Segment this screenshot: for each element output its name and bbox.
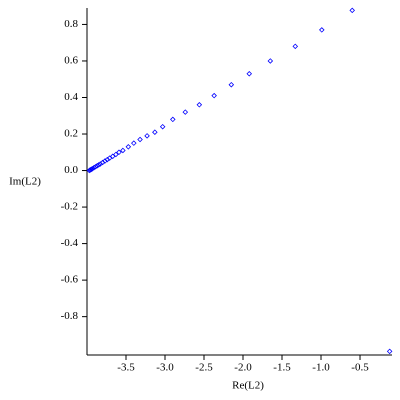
x-axis-label: Re(L2) (232, 380, 264, 392)
y-tick-label: 0.0 (64, 164, 78, 176)
point (113, 151, 119, 158)
y-tick-label: 0.6 (64, 54, 78, 66)
y-tick-label: 0.8 (64, 18, 78, 30)
point (86, 167, 93, 174)
x-tick-label: -2.0 (234, 362, 252, 374)
x-tick-label: -1.5 (273, 362, 291, 374)
point (109, 153, 116, 160)
point (267, 58, 274, 64)
point (99, 159, 106, 166)
point (144, 133, 150, 139)
point (137, 136, 143, 143)
point (102, 158, 108, 164)
point (170, 116, 176, 123)
point (319, 27, 325, 33)
x-tick-label: -1.0 (312, 362, 330, 374)
y-tick-label: -0.8 (61, 310, 79, 322)
y-tick-label: -0.4 (61, 237, 79, 249)
point (211, 92, 217, 99)
point (131, 140, 137, 146)
y-tick-label: -0.2 (61, 201, 78, 213)
y-tick-label: 0.2 (64, 128, 78, 140)
point (228, 81, 235, 88)
point (104, 156, 111, 163)
point (152, 129, 158, 135)
point (182, 109, 189, 115)
point (159, 123, 166, 130)
point (106, 155, 113, 161)
point (292, 43, 299, 50)
x-tick-label: -3.5 (117, 362, 135, 374)
y-axis-label: Im(L2) (9, 176, 41, 188)
point (386, 348, 393, 355)
y-tick-label: -0.6 (61, 274, 79, 286)
point (246, 70, 253, 77)
point (349, 7, 355, 14)
point (120, 147, 126, 154)
y-tick-label: 0.4 (64, 91, 78, 103)
point (116, 149, 122, 156)
x-tick-label: -0.5 (351, 362, 369, 374)
x-tick-label: -3.0 (156, 362, 174, 374)
point (125, 144, 132, 150)
point (196, 102, 203, 108)
x-tick-label: -2.5 (195, 362, 213, 374)
